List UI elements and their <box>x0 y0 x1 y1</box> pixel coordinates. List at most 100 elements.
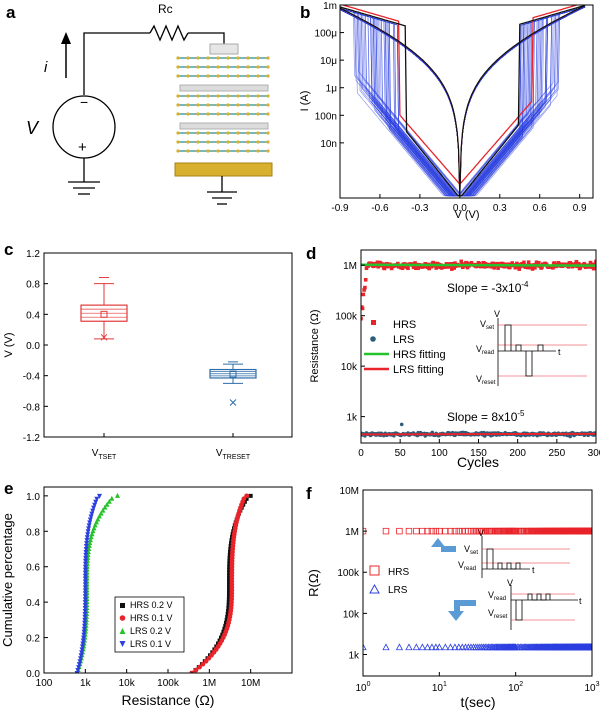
atom <box>256 149 260 153</box>
hrs-point <box>594 259 596 264</box>
cdf-point <box>100 507 106 513</box>
bottom-electrode <box>174 162 273 177</box>
plot-frame-b <box>339 4 594 199</box>
cdf-point <box>78 656 84 662</box>
atom <box>256 65 260 69</box>
atom <box>186 103 190 107</box>
y-tick-label: 100k <box>335 312 358 323</box>
atom <box>236 74 240 78</box>
atom <box>216 112 220 116</box>
atom <box>186 131 190 135</box>
hrs-point <box>396 261 400 266</box>
wire-to-device <box>188 32 225 44</box>
cdf-point <box>96 493 102 499</box>
category-tset: VTSET <box>92 448 117 461</box>
x-tick-label: -0.9 <box>331 203 349 214</box>
atom <box>226 74 230 78</box>
cdf-point <box>76 665 82 671</box>
cdf-point <box>244 496 249 501</box>
atom <box>246 149 250 153</box>
hrs-point <box>361 306 365 311</box>
atom <box>216 74 220 78</box>
atom <box>176 112 180 116</box>
plot-frame-c <box>43 252 293 438</box>
hrs-point <box>424 527 431 535</box>
hrs-point <box>489 264 493 269</box>
cdf-point <box>82 591 88 597</box>
y-tick-label: 1μ <box>326 84 338 95</box>
cdf-point <box>224 620 229 625</box>
cdf-point <box>83 547 89 552</box>
atom <box>206 140 210 144</box>
cdf-point <box>81 635 87 641</box>
cdf-point <box>226 609 231 613</box>
x-tick-label: 0.3 <box>493 203 507 214</box>
x-tick-label: 100 <box>36 678 53 689</box>
x-tick-label: 0 <box>358 448 364 459</box>
cdf-point <box>80 644 86 650</box>
y-tick-label: 0.0 <box>26 341 40 352</box>
atom <box>176 149 180 153</box>
legend-f-hrs: HRS <box>388 567 409 578</box>
y-tick-label: 10n <box>320 139 337 150</box>
layered-device <box>176 56 270 153</box>
inset-f-v: V <box>478 528 484 538</box>
hrs-point <box>432 527 440 535</box>
axes-e: 100 1k 10k 100k 1M 10M 1.0 0.8 0.6 0.4 0.2 0.0 <box>26 492 260 689</box>
hrs-point <box>592 262 596 267</box>
lrs-point <box>435 643 444 651</box>
atom <box>206 74 210 78</box>
cdf-point <box>226 603 231 608</box>
atom <box>236 65 240 69</box>
cdf-point <box>85 529 91 535</box>
source-minus: − <box>80 94 88 110</box>
cdf-point <box>82 579 88 585</box>
cdf-point <box>80 641 86 647</box>
axes-f: 100 101 102 103 10M 1M 100k 10k 1k <box>337 486 599 694</box>
atom <box>216 103 220 107</box>
inset-f-t: t <box>532 565 535 575</box>
y-tick-label: 1M <box>343 261 357 272</box>
cdf-point <box>82 594 88 600</box>
cdf-point <box>222 626 227 631</box>
atom <box>216 131 220 135</box>
cdf-point <box>98 510 104 516</box>
atom <box>266 74 270 78</box>
atom <box>236 94 240 98</box>
inset-d-t: t <box>558 347 561 357</box>
hrs-point <box>428 527 436 535</box>
atom <box>256 140 260 144</box>
cdf-point <box>87 520 93 526</box>
cdf-point <box>85 548 91 554</box>
hrs-point <box>514 265 518 269</box>
panel-b: b -0.9 -0.6 -0.3 0.0 0.3 0.6 0.9 1m 100μ 10μ 1μ 100… <box>299 1 594 221</box>
lrs-point <box>423 643 432 651</box>
ylabel-d: Resistance (Ω) <box>309 309 321 382</box>
atom <box>196 131 200 135</box>
cdf-point <box>87 537 93 543</box>
atom <box>226 103 230 107</box>
cdf-point <box>84 538 90 544</box>
atom <box>256 131 260 135</box>
lrs-point <box>441 643 450 651</box>
atom <box>186 74 190 78</box>
atom <box>246 112 250 116</box>
y-tick-label: 10k <box>343 609 360 620</box>
x-tick-label: 250 <box>548 448 565 459</box>
lrs-point <box>399 422 404 427</box>
cdf-point <box>227 579 232 584</box>
x-tick-label: 10M <box>241 678 260 689</box>
iv-last-cycle <box>340 5 586 197</box>
hrs-point <box>455 527 463 535</box>
atom <box>176 56 180 60</box>
atom <box>216 94 220 98</box>
cdf-point <box>81 623 87 629</box>
atom <box>196 65 200 69</box>
plot-frame-f <box>362 489 593 677</box>
atom <box>186 56 190 60</box>
iv-cycle-up <box>340 6 586 197</box>
cdf-point <box>114 492 120 498</box>
cdf-point <box>226 600 231 605</box>
atom <box>256 94 260 98</box>
atom <box>216 56 220 60</box>
